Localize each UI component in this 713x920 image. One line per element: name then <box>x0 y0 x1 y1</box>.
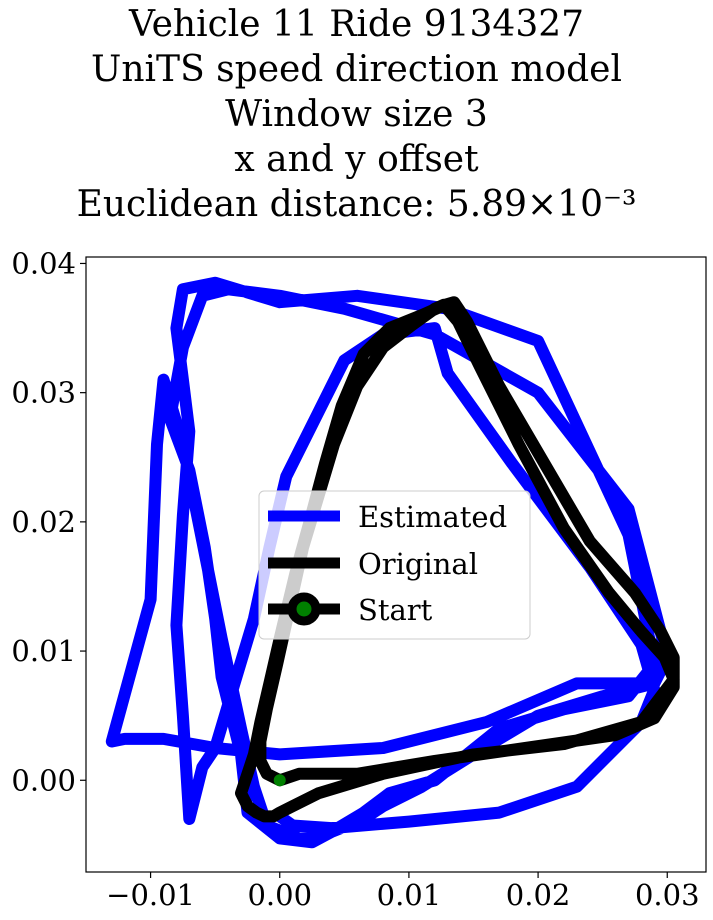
title-line-5: Euclidean distance: 5.89×10⁻³ <box>76 184 637 225</box>
legend: Estimated Original Start <box>258 490 531 640</box>
y-tick-label: 0.03 <box>11 376 76 410</box>
title-line-1: Vehicle 11 Ride 9134327 <box>128 4 585 45</box>
start-point-marker <box>273 774 286 787</box>
y-tick-label: 0.02 <box>11 505 76 539</box>
title-line-3: Window size 3 <box>225 94 488 135</box>
legend-box <box>258 490 531 640</box>
y-tick-label: 0.00 <box>11 763 76 797</box>
x-tick-label: −0.01 <box>106 878 195 912</box>
y-tick-label: 0.04 <box>11 246 76 280</box>
x-tick-label: 0.02 <box>506 878 571 912</box>
x-tick-label: 0.01 <box>377 878 442 912</box>
x-tick-label: 0.03 <box>635 878 700 912</box>
title-line-4: x and y offset <box>234 139 479 180</box>
series-layer <box>105 276 680 849</box>
title-line-2: UniTS speed direction model <box>91 49 622 90</box>
series-estimated-line <box>105 276 674 849</box>
legend-estimated-label: Estimated <box>358 500 507 534</box>
chart-title: Vehicle 11 Ride 9134327 UniTS speed dire… <box>0 2 713 227</box>
legend-start-marker <box>287 592 321 626</box>
series-original-line <box>235 296 680 823</box>
legend-start-label: Start <box>358 593 433 627</box>
y-tick-label: 0.01 <box>11 634 76 668</box>
x-tick-label: 0.00 <box>247 878 312 912</box>
plot-frame <box>85 256 707 873</box>
y-axis: 0.00 0.01 0.02 0.03 0.04 <box>11 246 86 797</box>
x-axis: −0.01 0.00 0.01 0.02 0.03 <box>106 872 700 912</box>
legend-original-label: Original <box>358 547 478 581</box>
